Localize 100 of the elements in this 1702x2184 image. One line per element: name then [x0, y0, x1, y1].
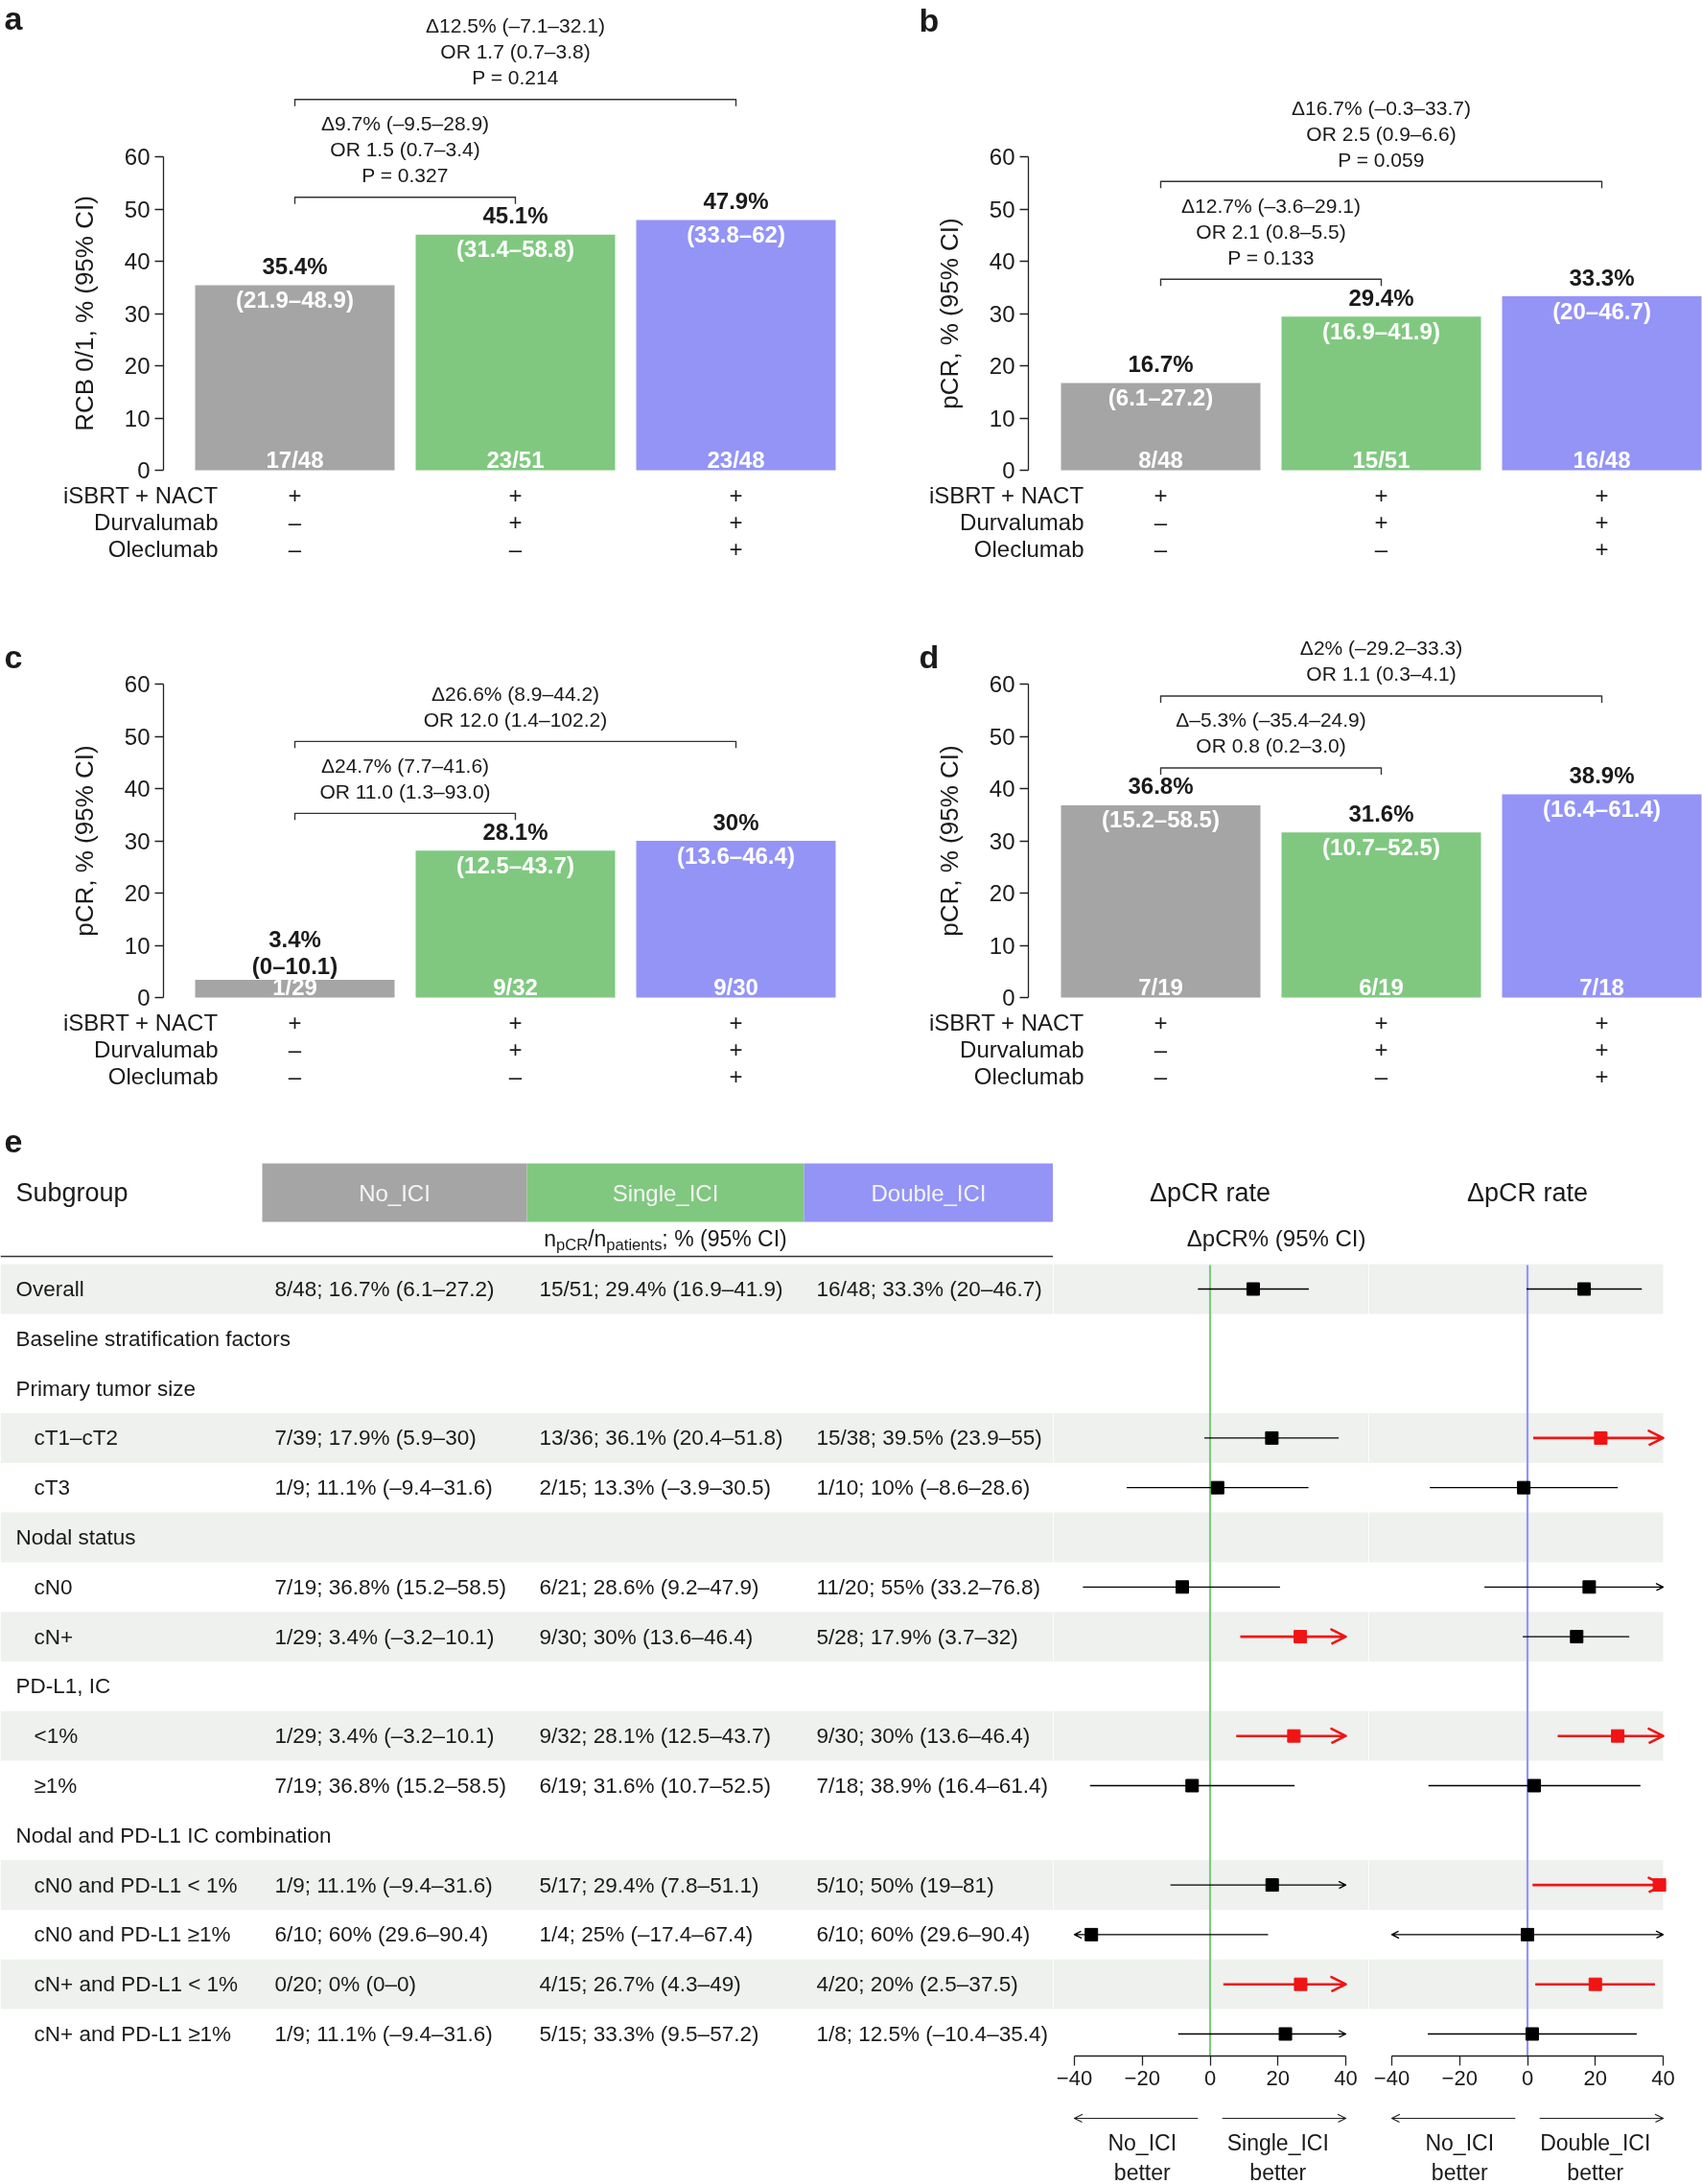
bar [1281, 316, 1481, 471]
bar [1281, 832, 1481, 998]
annotation: 23/51 [486, 447, 545, 473]
annotation: (13.6–46.4) [677, 842, 795, 869]
x-tick-label: + + + [1595, 1010, 1609, 1089]
bar [1061, 804, 1261, 998]
y-tick-label: 60 [124, 671, 151, 697]
data-label: 3.4% [268, 926, 321, 953]
x-tick-label: + – – [288, 1010, 302, 1089]
text: cN0 and PD-L1 < 1% 1/9; 11.1% (–9.4–31.6) 5/17; 29.4% (7.8–51.1) 5/10; 50% (19–81) [34, 1872, 994, 1897]
annotation: (16.9–41.9) [1322, 317, 1440, 344]
annotation: Δ26.6% (8.9–44.2) OR 12.0 (1.4–102.2) [423, 682, 608, 731]
text: PD-L1, IC [15, 1674, 111, 1699]
bar [636, 841, 836, 998]
text: cT1–cT2 7/39; 17.9% (5.9–30) 13/36; 36.1% (20.4–51.8) 15/38; 39.5% (23.9–55) [34, 1426, 1042, 1451]
annotation: (33.8–62) [687, 221, 785, 247]
annotation: 17/48 [266, 447, 324, 473]
bar [415, 850, 616, 998]
y-tick-label: 10 [124, 405, 151, 431]
y-tick-label: 40 [124, 776, 151, 802]
y-tick-label: 40 [989, 776, 1015, 802]
text: Subgroup No_ICI Single_ICI Double_ICI [15, 1177, 987, 1207]
y-tick-label: 30 [124, 827, 151, 854]
point [1611, 1729, 1625, 1743]
data-label: 30% [712, 808, 759, 835]
x-tick-label: −20 [1124, 2065, 1160, 2090]
annotation: Δ9.7% (–9.5–28.9) OR 1.5 (0.7–3.4) P = 0.327 [320, 112, 490, 187]
x-tick-label: + + – [508, 1010, 523, 1089]
y-tick-label: 10 [989, 405, 1015, 431]
text: No_ICI better [1425, 2129, 1495, 2184]
bar [195, 979, 395, 998]
data-label: 45.1% [482, 202, 548, 229]
x-tick-label: + + – [508, 482, 523, 562]
point [1287, 1729, 1301, 1743]
chart-title: a [4, 0, 24, 36]
point [1175, 1580, 1189, 1594]
y-tick-label: 50 [124, 196, 151, 222]
data-label: 31.6% [1348, 800, 1414, 826]
chart-title: b [919, 1, 940, 38]
x-tick-label: −40 [1373, 2065, 1411, 2090]
annotation: Δ–5.3% (–35.4–24.9) OR 0.8 (0.2–3.0) [1176, 709, 1366, 757]
text: Nodal and PD-L1 IC combination [15, 1823, 332, 1847]
bar [1502, 794, 1702, 998]
y-tick-label: 30 [124, 300, 151, 327]
point [1525, 2027, 1539, 2041]
point [1582, 1580, 1597, 1594]
annotation: (0–10.1) [251, 953, 338, 980]
x-tick-label: + + + [729, 1010, 743, 1089]
y-tick-label: 40 [989, 248, 1015, 274]
point [1210, 1480, 1224, 1495]
y-tick-label: 60 [124, 144, 151, 170]
y-tick-label: 0 [1002, 985, 1015, 1011]
annotation: 6/19 [1359, 974, 1404, 1000]
point [1521, 1927, 1534, 1941]
annotation: (10.7–52.5) [1322, 833, 1440, 860]
x-tick-label: −20 [1441, 2065, 1478, 2090]
annotation: Δ24.7% (7.7–41.6) OR 11.0 (1.3–93.0) [319, 754, 491, 802]
annotation: (16.4–61.4) [1543, 795, 1661, 822]
text: Δ12.5% (–7.1–32.1) OR 1.7 (0.7–3.8) P = 0.214 [426, 14, 605, 89]
x-tick-label: −40 [1056, 2065, 1093, 2090]
x-tick-label: 20 [1266, 2065, 1290, 2090]
x-tick-label: 40 [1334, 2065, 1358, 2090]
annotation: 9/30 [713, 974, 758, 1000]
text: No_ICI better [1107, 2129, 1177, 2184]
data-label: 16.7% [1128, 350, 1194, 377]
point [1185, 1778, 1200, 1793]
y-tick-label: 10 [989, 932, 1015, 959]
text: Single_ICI better [1226, 2129, 1329, 2184]
y-axis-title: pCR, % (95% CI) [934, 745, 964, 937]
point [1527, 1778, 1542, 1793]
point [1294, 1630, 1308, 1644]
annotation: Δ16.7% (–0.3–33.7) OR 2.5 (0.9–6.6) P = 0.059 [1292, 96, 1471, 171]
annotation: (6.1–27.2) [1107, 383, 1214, 410]
data-label: 36.8% [1128, 773, 1194, 800]
y-tick-label: 20 [989, 353, 1015, 379]
annotation: Δ12.7% (–3.6–29.1) OR 2.1 (0.8–5.5) P = 0.133 [1181, 194, 1361, 268]
x-tick-label: + – – [1154, 482, 1168, 562]
data-label: 28.1% [482, 818, 548, 845]
text: cN+ and PD-L1 ≥1% 1/9; 11.1% (–9.4–31.6) 5/15; 33.3% (9.5–57.2) 1/8; 12.5% (–10.4–35.4) [34, 2022, 1048, 2046]
text: <1% 1/29; 3.4% (–3.2–10.1) 9/32; 28.1% (12.5–43.7) 9/30; 30% (13.6–46.4) [34, 1724, 1031, 1749]
y-tick-label: 20 [124, 880, 151, 906]
x-tick-label: + + – [1374, 1010, 1388, 1089]
chart-subtitle: ΔpCR% (95% CI) [1186, 1225, 1366, 1251]
text: cN0 and PD-L1 ≥1% 6/10; 60% (29.6–90.4) 1/4; 25% (–17.4–67.4) 6/10; 60% (29.6–90.4) [34, 1922, 1031, 1947]
text: iSBRT + NACT Durvalumab Oleclumab [62, 482, 219, 562]
x-tick-label: + – – [288, 482, 302, 562]
annotation: (31.4–58.8) [456, 236, 574, 263]
point [1577, 1282, 1592, 1296]
y-tick-label: 0 [137, 457, 151, 483]
data-label: 29.4% [1348, 284, 1414, 311]
x-tick-label: 20 [1583, 2065, 1607, 2090]
x-tick-label: 40 [1651, 2065, 1675, 2090]
annotation: 9/32 [493, 974, 538, 1000]
point [1278, 2027, 1293, 2041]
data-label: 47.9% [703, 187, 769, 214]
point [1517, 1480, 1531, 1495]
point [1594, 1430, 1608, 1445]
annotation: 8/48 [1138, 447, 1183, 473]
y-tick-label: 50 [989, 196, 1015, 222]
text: cN+ and PD-L1 < 1% 0/20; 0% (0–0) 4/15; 26.7% (4.3–49) 4/20; 20% (2.5–37.5) [34, 1972, 1018, 1997]
